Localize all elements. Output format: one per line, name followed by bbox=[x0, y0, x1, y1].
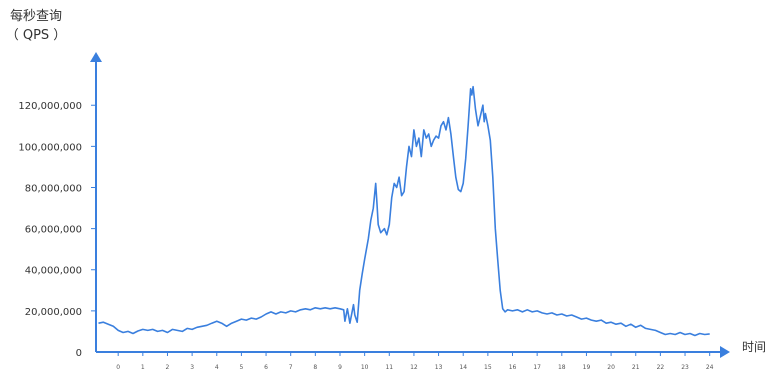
x-axis-arrow bbox=[720, 346, 730, 358]
x-tick-label: 24 bbox=[706, 364, 714, 371]
x-tick-label: 13 bbox=[435, 364, 443, 371]
x-tick-label: 8 bbox=[313, 364, 317, 371]
x-tick-label: 0 bbox=[116, 364, 120, 371]
y-axis-label-line1: 每秒查询 bbox=[10, 8, 62, 24]
x-tick-label: 5 bbox=[239, 364, 243, 371]
x-tick-label: 15 bbox=[484, 364, 492, 371]
x-axis-label: 时间 bbox=[742, 340, 766, 354]
x-tick-label: 23 bbox=[681, 364, 689, 371]
y-ticks: 0 20,000,000 40,000,000 60,000,000 80,000,00… bbox=[18, 101, 96, 359]
series bbox=[98, 85, 710, 337]
x-tick-label: 18 bbox=[558, 364, 566, 371]
x-tick-label: 1 bbox=[141, 364, 145, 371]
x-tick-label: 7 bbox=[289, 364, 293, 371]
x-tick-label: 9 bbox=[338, 364, 342, 371]
x-ticks: 0 1 2 3 4 5 6 7 8 9 10 11 12 13 14 15 16 17 18 19 20 21 22 23 24 bbox=[116, 352, 714, 371]
x-tick-label: 11 bbox=[385, 364, 393, 371]
y-tick-label: 100,000,000 bbox=[18, 142, 82, 153]
x-tick-label: 6 bbox=[264, 364, 268, 371]
y-tick-label: 80,000,000 bbox=[25, 183, 82, 194]
x-tick-label: 16 bbox=[509, 364, 517, 371]
y-tick-label: 20,000,000 bbox=[25, 307, 82, 318]
y-tick-label: 0 bbox=[76, 348, 82, 359]
x-tick-label: 20 bbox=[607, 364, 615, 371]
x-tick-label: 10 bbox=[361, 364, 369, 371]
x-tick-label: 2 bbox=[166, 364, 170, 371]
y-tick-label: 60,000,000 bbox=[25, 225, 82, 236]
x-tick-label: 17 bbox=[533, 364, 541, 371]
x-tick-label: 22 bbox=[657, 364, 665, 371]
x-tick-label: 3 bbox=[190, 364, 194, 371]
y-axis-label-line2: （ QPS ） bbox=[6, 28, 67, 43]
series-line bbox=[98, 85, 710, 337]
x-tick-label: 4 bbox=[215, 364, 219, 371]
x-tick-label: 14 bbox=[459, 364, 467, 371]
x-tick-label: 19 bbox=[583, 364, 591, 371]
y-tick-label: 120,000,000 bbox=[18, 101, 82, 112]
x-tick-label: 21 bbox=[632, 364, 640, 371]
y-tick-label: 40,000,000 bbox=[25, 266, 82, 277]
y-axis-arrow bbox=[90, 52, 102, 62]
x-tick-label: 12 bbox=[410, 364, 418, 371]
